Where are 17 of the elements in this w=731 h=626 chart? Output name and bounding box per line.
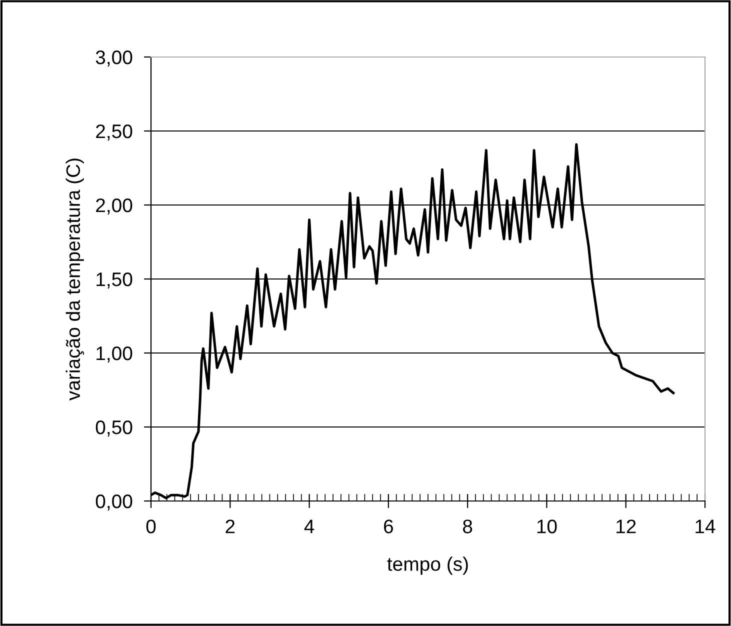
y-tick-label: 2,00 bbox=[96, 198, 132, 215]
x-tick-label: 14 bbox=[696, 520, 716, 534]
y-tick-label: 3,00 bbox=[96, 50, 132, 67]
y-tick-label: 1,50 bbox=[96, 272, 132, 289]
x-tick-label: 0 bbox=[146, 520, 156, 534]
x-tick-label: 2 bbox=[226, 520, 235, 534]
y-tick-label: 1,00 bbox=[96, 346, 132, 363]
y-tick-label: 0,00 bbox=[96, 494, 132, 511]
y-tick-label: 0,50 bbox=[96, 420, 132, 437]
y-axis-title: variação da temperatura (C) bbox=[66, 158, 84, 401]
x-tick-label: 8 bbox=[463, 520, 472, 534]
y-tick-label: 2,50 bbox=[96, 124, 132, 141]
x-axis-title: tempo (s) bbox=[387, 556, 468, 575]
x-tick-label: 4 bbox=[304, 520, 314, 534]
x-tick-label: 12 bbox=[616, 520, 636, 534]
x-tick-label: 6 bbox=[384, 520, 393, 534]
x-tick-label: 10 bbox=[537, 520, 557, 534]
